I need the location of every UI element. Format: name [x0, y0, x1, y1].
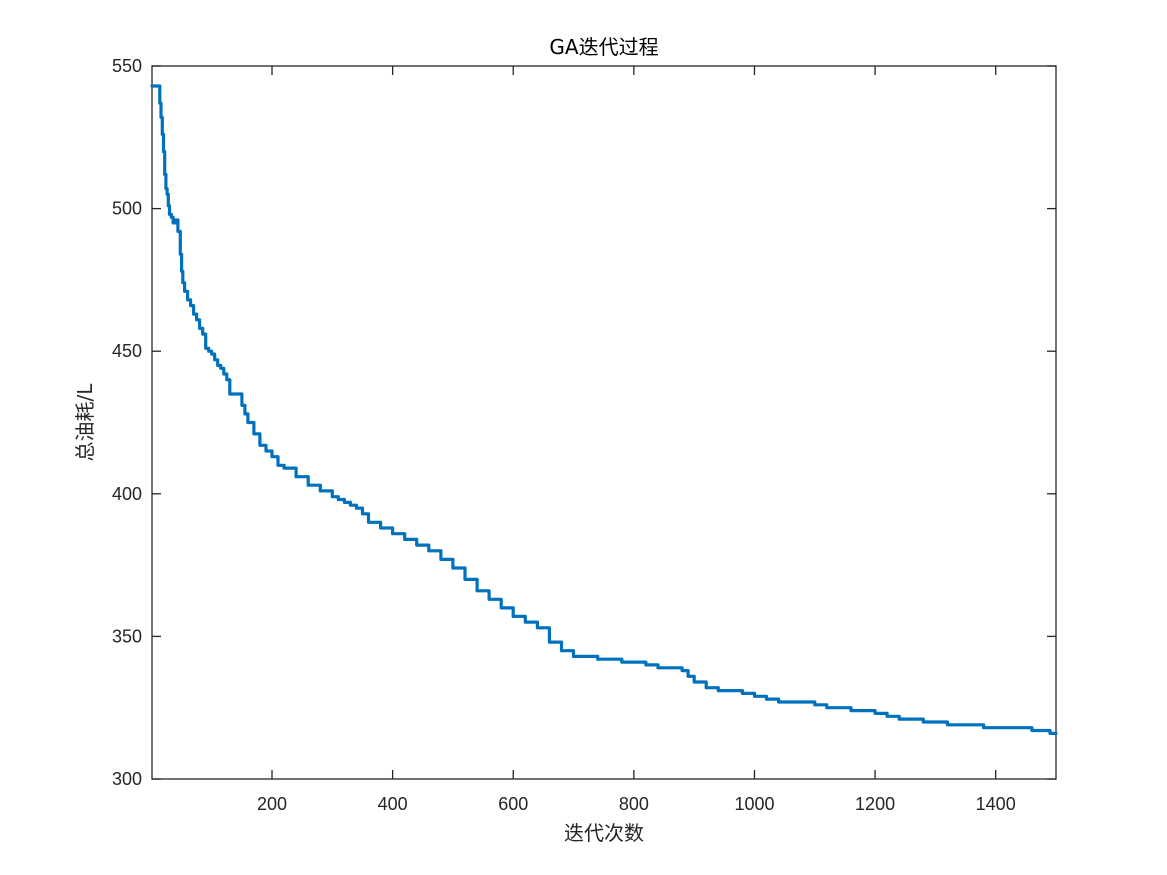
- x-tick-label: 400: [378, 794, 408, 814]
- y-tick-label: 450: [112, 341, 142, 361]
- y-tick-label: 500: [112, 199, 142, 219]
- y-tick-label: 300: [112, 769, 142, 789]
- chart-title: GA迭代过程: [549, 35, 658, 59]
- x-axis-title: 迭代次数: [564, 821, 644, 845]
- y-tick-label: 400: [112, 484, 142, 504]
- axes-box: [151, 65, 1057, 780]
- y-axis-title: 总油耗/L: [73, 383, 97, 462]
- x-tick-label: 800: [619, 794, 649, 814]
- x-axis: 200 400 600 800 1000 1200 1400: [257, 66, 1016, 814]
- x-tick-label: 1000: [734, 794, 774, 814]
- x-tick-label: 1400: [976, 794, 1016, 814]
- plot-area: [151, 65, 1057, 780]
- y-tick-label: 350: [112, 626, 142, 646]
- x-tick-label: 1200: [855, 794, 895, 814]
- x-tick-label: 200: [257, 794, 287, 814]
- y-axis: 300 350 400 450 500 550: [112, 56, 1056, 789]
- series-line: [150, 84, 1058, 735]
- y-tick-label: 550: [112, 56, 142, 76]
- x-tick-label: 600: [498, 794, 528, 814]
